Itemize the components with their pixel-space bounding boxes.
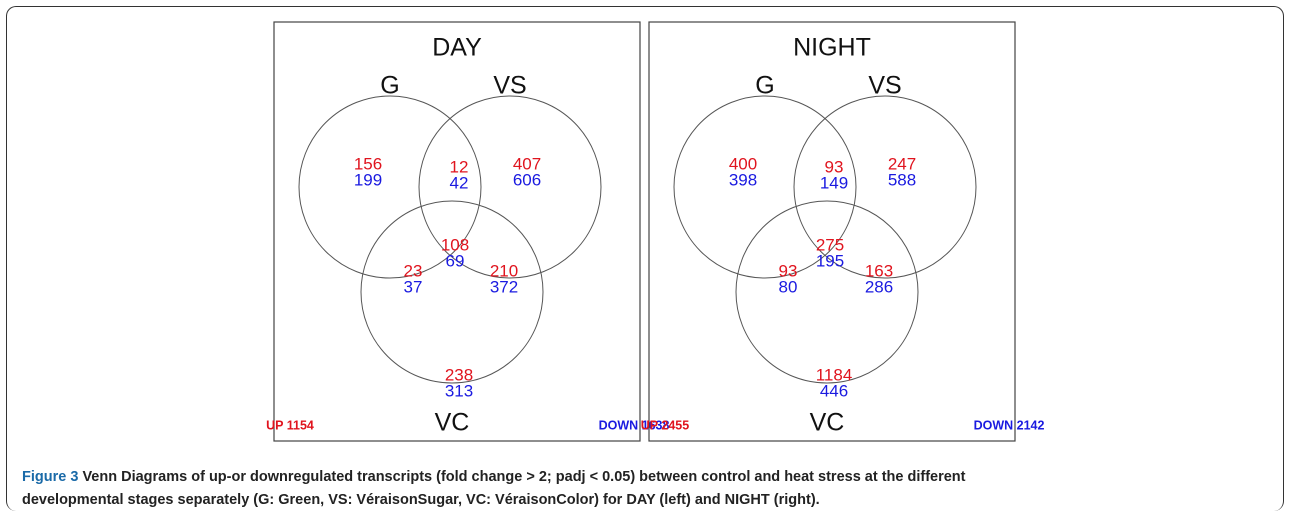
down-count: 199 [354,170,382,189]
down-count: 195 [816,251,844,270]
panel-title: NIGHT [793,34,871,62]
down-total: DOWN 1638 [599,418,670,432]
up-count: 163 [865,261,893,280]
down-count: 606 [513,170,541,189]
set-circle [793,95,977,279]
set-circle [673,95,857,279]
down-count: 588 [888,170,916,189]
up-count: 238 [445,365,473,384]
down-count: 446 [820,381,848,400]
up-count: 108 [441,235,469,254]
up-count: 93 [825,157,844,176]
set-circle [298,95,482,279]
figure-frame [6,6,1284,511]
up-count: 275 [816,235,844,254]
set-label: VS [493,72,526,100]
down-count: 69 [446,251,465,270]
set-label: VS [868,72,901,100]
down-count: 37 [404,277,423,296]
up-count: 23 [404,261,423,280]
down-count: 42 [450,173,469,192]
down-count: 398 [729,170,757,189]
up-total: UP 2455 [641,418,689,432]
down-count: 286 [865,277,893,296]
panel-title: DAY [432,34,482,62]
set-circle [735,200,919,384]
up-count: 1184 [816,365,853,384]
down-count: 149 [820,173,848,192]
panel-box [273,21,641,442]
up-count: 400 [729,154,757,173]
up-count: 210 [490,261,518,280]
set-label: G [755,72,774,100]
up-count: 247 [888,154,916,173]
set-circle [418,95,602,279]
down-total: DOWN 2142 [974,418,1045,432]
up-count: 156 [354,154,382,173]
up-count: 12 [450,157,469,176]
up-total: UP 1154 [266,418,314,432]
set-label: VC [810,409,845,437]
set-circle [360,200,544,384]
down-count: 313 [445,381,473,400]
up-count: 407 [513,154,541,173]
caption-label: Figure 3 [22,469,79,485]
panel-box [648,21,1016,442]
down-count: 372 [490,277,518,296]
set-label: G [380,72,399,100]
caption-text: Venn Diagrams of up-or downregulated tra… [22,469,966,508]
set-label: VC [435,409,470,437]
up-count: 93 [779,261,798,280]
caption: Figure 3 Venn Diagrams of up-or downregu… [22,466,1042,512]
down-count: 80 [779,277,798,296]
